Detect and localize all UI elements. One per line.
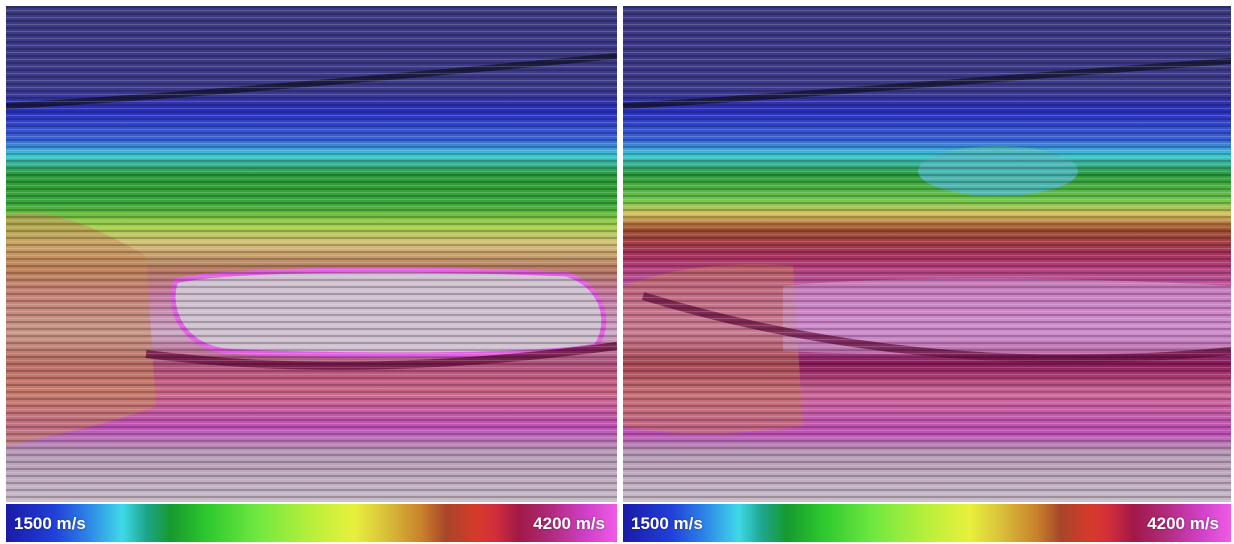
seismic-velocity-section-right [623,6,1231,502]
seismic-panel-right: 1500 m/s 4200 m/s [623,6,1231,542]
velocity-colorbar-right: 1500 m/s 4200 m/s [623,504,1231,542]
colorbar-max-label: 4200 m/s [1147,514,1219,533]
colorbar-max-label: 4200 m/s [533,514,605,533]
colorbar-min-label: 1500 m/s [14,514,86,533]
colorbar-min-label: 1500 m/s [631,514,703,533]
seismic-velocity-section-left [6,6,617,502]
seismic-panel-left: 1500 m/s 4200 m/s [6,6,617,542]
velocity-colorbar-left: 1500 m/s 4200 m/s [6,504,617,542]
